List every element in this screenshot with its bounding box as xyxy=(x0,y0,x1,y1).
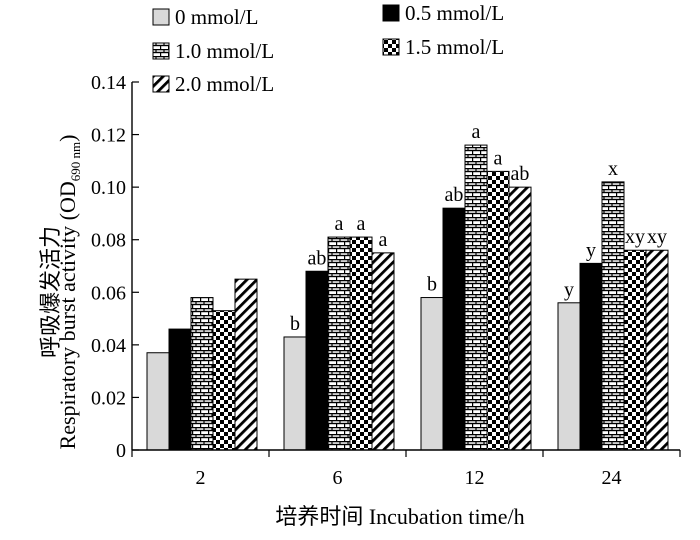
x-tick-label: 12 xyxy=(465,467,485,489)
y-tick-label: 0.04 xyxy=(91,335,126,357)
bar xyxy=(579,262,603,451)
x-tick-label: 24 xyxy=(602,467,622,489)
legend-swatch xyxy=(152,8,170,26)
significance-label: ab xyxy=(445,184,464,206)
y-tick-label: 0 xyxy=(116,440,126,462)
significance-label: xy xyxy=(625,226,645,248)
legend-swatch xyxy=(382,38,400,56)
bar xyxy=(283,336,307,451)
significance-label: y xyxy=(564,279,574,301)
y-tick-label: 0.08 xyxy=(91,230,126,252)
bar xyxy=(349,236,373,451)
bar xyxy=(442,207,466,451)
bar xyxy=(371,252,395,451)
bar xyxy=(234,278,258,451)
bar xyxy=(508,186,532,451)
significance-label: a xyxy=(335,213,344,235)
legend-label: 1.5 mmol/L xyxy=(405,35,504,59)
significance-label: a xyxy=(472,121,481,143)
x-axis-label: 培养时间 Incubation time/h xyxy=(275,504,524,529)
bar xyxy=(464,144,488,451)
significance-label: xy xyxy=(647,226,667,248)
significance-label: y xyxy=(586,239,596,261)
x-tick-label: 6 xyxy=(333,467,343,489)
legend: 0 mmol/L 0.5 mmol/L 1.0 mmol/L 1.5 mmol/L 2.… xyxy=(152,1,504,96)
legend-swatch xyxy=(152,75,170,93)
legend-label: 0.5 mmol/L xyxy=(405,1,504,25)
significance-label: b xyxy=(290,313,300,335)
y-tick-label: 0.06 xyxy=(91,282,126,304)
bar xyxy=(623,249,647,451)
legend-swatch xyxy=(382,4,400,22)
y-axis-label: 呼吸爆发活力 xyxy=(38,226,63,358)
significance-label: x xyxy=(608,158,618,180)
y-axis-label-cn: 呼吸爆发活力 xyxy=(38,226,63,358)
bar xyxy=(168,328,192,451)
bar xyxy=(190,297,214,451)
y-tick-label: 0.02 xyxy=(91,387,126,409)
significance-label: a xyxy=(379,229,388,251)
legend-label: 1.0 mmol/L xyxy=(175,39,274,63)
bar xyxy=(601,181,625,451)
significance-label: ab xyxy=(308,247,327,269)
bar xyxy=(212,310,236,451)
significance-label: a xyxy=(357,213,366,235)
significance-label: a xyxy=(494,147,503,169)
significance-label: b xyxy=(427,274,437,296)
bar xyxy=(305,270,329,451)
bar xyxy=(420,297,444,451)
y-axis-label-en-main: Respiratory burst activity (OD xyxy=(55,181,80,449)
legend-label: 2.0 mmol/L xyxy=(175,72,274,96)
legend-label: 0 mmol/L xyxy=(175,5,258,29)
y-tick-label: 0.12 xyxy=(91,125,126,147)
legend-swatch xyxy=(152,42,170,60)
bar xyxy=(327,236,351,451)
bar xyxy=(645,249,669,451)
y-axis-label-close: ) xyxy=(55,135,80,142)
y-tick-label: 0.10 xyxy=(91,177,126,199)
y-axis-label-subscript: 690 nm xyxy=(68,142,83,181)
y-axis-label-en: Respiratory burst activity (OD690 nm) xyxy=(55,135,83,450)
x-tick-label: 2 xyxy=(196,467,206,489)
significance-label: ab xyxy=(511,163,530,185)
axes: 0 0.02 0.04 0.06 0.08 0.10 0.12 0.14 2 6 12 24 xyxy=(91,72,681,489)
bar xyxy=(146,352,170,451)
bars-group xyxy=(146,144,669,451)
bar xyxy=(557,302,581,451)
bar xyxy=(486,170,510,451)
y-tick-label: 0.14 xyxy=(91,72,126,94)
